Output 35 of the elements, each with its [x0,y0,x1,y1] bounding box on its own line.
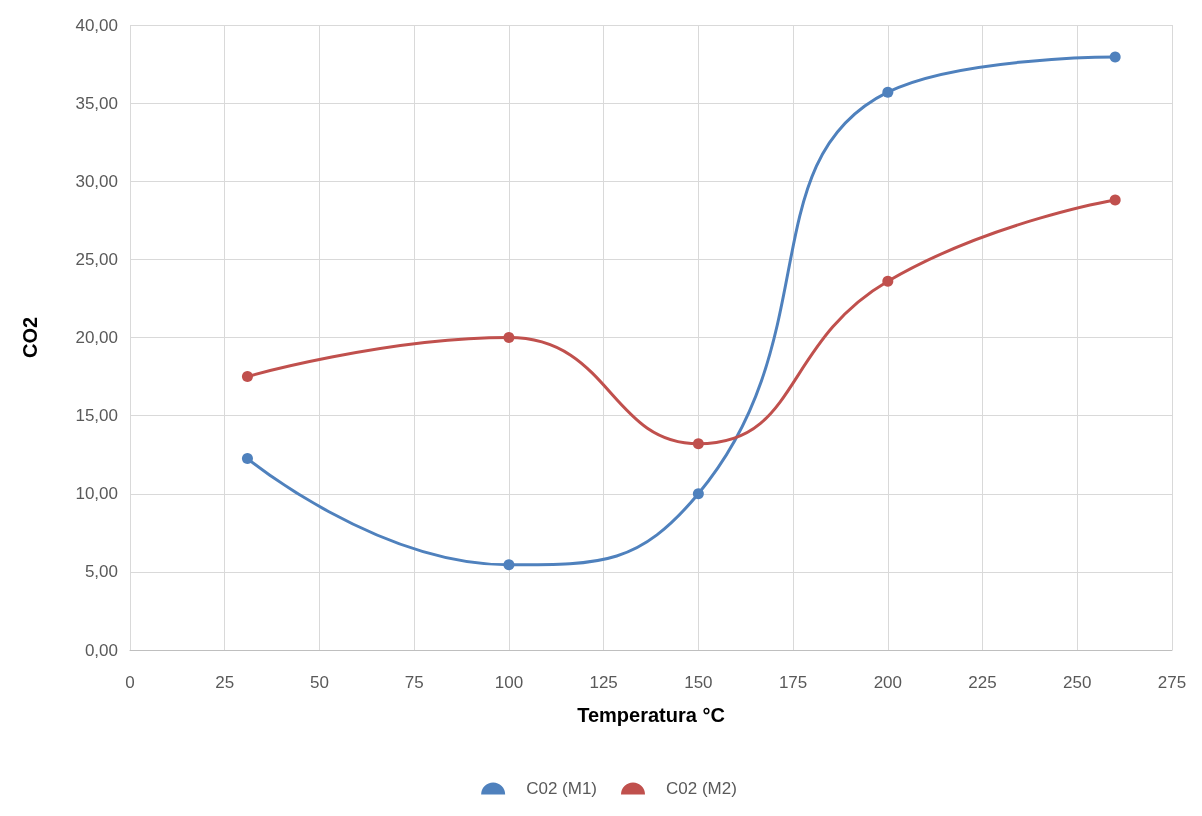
y-tick-label: 40,00 [75,15,118,35]
y-tick-label: 10,00 [75,484,118,504]
x-tick-label: 50 [309,673,329,692]
y-tick-label: 0,00 [84,640,118,660]
point [1109,51,1121,63]
y-tick-label: 25,00 [75,249,118,269]
point [503,559,515,571]
y-axis-title: CO2 [19,316,41,359]
x-tick-label: 125 [589,673,618,692]
x-tick-label: 75 [404,673,424,692]
point [692,438,704,450]
y-tick-label: 35,00 [75,93,118,113]
x-tick-label: 0 [125,673,135,692]
point [241,453,253,465]
y-tick-label: 30,00 [75,171,118,191]
x-tick-label: 200 [873,673,903,692]
point [1109,194,1121,206]
x-tick-label: 225 [968,673,997,692]
point [882,86,894,98]
point [503,332,515,343]
x-tick-label: 275 [1157,673,1187,692]
legend-label: C02 (M1) [526,779,598,798]
y-tick-label: 20,00 [75,328,118,347]
x-tick-label: 150 [684,673,713,692]
y-tick-label: 15,00 [75,406,118,426]
x-tick-label: 100 [494,673,524,692]
x-axis-title: Temperatura °C [577,704,725,726]
point [692,488,704,500]
x-tick-label: 25 [215,673,235,692]
point [882,275,894,287]
y-tick-label: 5,00 [84,562,118,582]
x-tick-label: 250 [1063,673,1092,692]
point [241,371,253,383]
legend-label: C02 (M2) [666,779,737,798]
x-tick-label: 175 [778,673,808,692]
